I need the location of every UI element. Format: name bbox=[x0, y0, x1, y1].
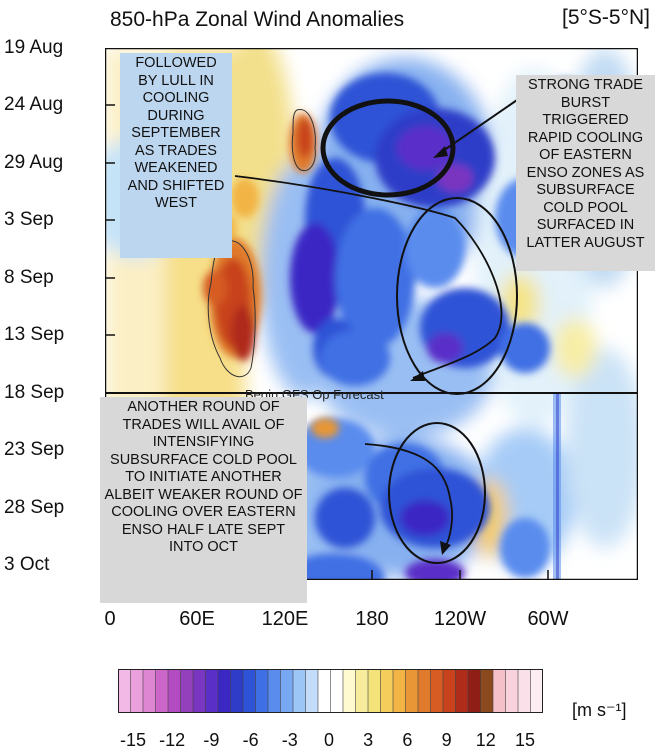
colorbar-swatch bbox=[505, 669, 519, 713]
colorbar-swatch bbox=[267, 669, 282, 713]
colorbar-swatch bbox=[180, 669, 194, 713]
colorbar-swatch bbox=[417, 669, 432, 713]
annotation-forecast: ANOTHER ROUND OF TRADES WILL AVAIL OF IN… bbox=[100, 397, 307, 603]
colorbar-swatch bbox=[380, 669, 394, 713]
x-tick-label: 60E bbox=[179, 608, 215, 630]
colorbar-swatch bbox=[355, 669, 369, 713]
colorbar-swatch bbox=[342, 669, 357, 713]
arrow-forecast bbox=[364, 443, 453, 549]
arrowhead-lull bbox=[410, 371, 425, 381]
colorbar-swatch bbox=[255, 669, 269, 713]
colorbar-swatch bbox=[367, 669, 382, 713]
colorbar-swatch bbox=[405, 669, 419, 713]
y-tick-label: 13 Sep bbox=[4, 324, 65, 345]
colorbar-tick-label: -9 bbox=[203, 730, 220, 750]
colorbar-swatch bbox=[292, 669, 307, 713]
colorbar-tick-label: 6 bbox=[402, 730, 413, 750]
colorbar-tick-label: 15 bbox=[514, 730, 536, 750]
arrowhead-forecast bbox=[440, 541, 451, 555]
colorbar-tick-label: 3 bbox=[363, 730, 374, 750]
colorbar-swatch bbox=[480, 669, 494, 713]
colorbar-swatch bbox=[442, 669, 457, 713]
colorbar-swatch bbox=[130, 669, 144, 713]
arrow-heads bbox=[410, 146, 451, 555]
colorbar-units: [m s⁻¹] bbox=[572, 700, 627, 720]
x-tick-label: 120W bbox=[433, 608, 487, 630]
forecast-trade-ellipse bbox=[388, 422, 486, 564]
annotation-drawings bbox=[234, 97, 521, 564]
chart-region: [5°S-5°N] bbox=[562, 6, 650, 29]
colorbar-swatch bbox=[167, 669, 182, 713]
colorbar-swatch bbox=[205, 669, 219, 713]
arrow-trade-burst bbox=[439, 97, 521, 154]
colorbar-swatch bbox=[217, 669, 232, 713]
x-tick-label: 0 bbox=[104, 608, 116, 630]
arrowhead-trade-burst bbox=[433, 146, 448, 158]
colorbar-swatch bbox=[455, 669, 469, 713]
y-tick-label: 8 Sep bbox=[4, 267, 54, 288]
colorbar-swatch bbox=[330, 669, 344, 713]
x-tick-label: 60W bbox=[527, 608, 569, 630]
colorbar bbox=[118, 669, 543, 713]
westerly-contours bbox=[207, 109, 316, 378]
chart-title: 850-hPa Zonal Wind Anomalies bbox=[110, 8, 405, 31]
lull-ellipse bbox=[396, 197, 518, 395]
colorbar-tick-label: -12 bbox=[159, 730, 186, 750]
colorbar-tick-label: -3 bbox=[281, 730, 298, 750]
y-tick-label: 23 Sep bbox=[4, 439, 65, 460]
y-tick-label: 19 Aug bbox=[4, 37, 64, 58]
colorbar-swatch bbox=[492, 669, 507, 713]
y-tick-label: 18 Sep bbox=[4, 382, 65, 403]
colorbar-swatch bbox=[280, 669, 294, 713]
y-tick-label: 3 Oct bbox=[4, 554, 50, 575]
colorbar-swatch bbox=[142, 669, 157, 713]
forecast-stripe-artifact bbox=[553, 393, 561, 580]
arrow-lull bbox=[234, 175, 503, 379]
colorbar-tick-label: -15 bbox=[119, 730, 147, 750]
y-tick-label: 29 Aug bbox=[4, 152, 64, 173]
x-tick-label: 180 bbox=[355, 608, 389, 630]
colorbar-tick-label: 0 bbox=[323, 730, 335, 750]
y-tick-label: 3 Sep bbox=[4, 209, 54, 230]
colorbar-swatch bbox=[467, 669, 482, 713]
colorbar-tick-label: 12 bbox=[475, 730, 496, 750]
colorbar-swatch bbox=[242, 669, 257, 713]
trade-burst-ellipse bbox=[320, 98, 456, 198]
colorbar-tick-label: 9 bbox=[441, 730, 452, 750]
colorbar-swatch bbox=[392, 669, 407, 713]
colorbar-swatch bbox=[517, 669, 532, 713]
colorbar-swatch bbox=[317, 669, 332, 713]
colorbar-frame bbox=[118, 669, 543, 713]
colorbar-swatch bbox=[530, 669, 543, 713]
y-tick-label: 24 Aug bbox=[4, 94, 64, 115]
annotation-lull: FOLLOWED BY LULL IN COOLING DURING SEPTE… bbox=[120, 53, 232, 258]
colorbar-swatch bbox=[230, 669, 244, 713]
y-tick-label: 28 Sep bbox=[4, 497, 65, 518]
x-tick-label: 120E bbox=[261, 608, 309, 630]
colorbar-swatch bbox=[305, 669, 319, 713]
colorbar-swatch bbox=[430, 669, 444, 713]
colorbar-tick-label: -6 bbox=[242, 730, 259, 750]
colorbar-swatch bbox=[155, 669, 169, 713]
annotation-trade-burst: STRONG TRADE BURST TRIGGERED RAPID COOLI… bbox=[516, 75, 655, 271]
colorbar-swatch bbox=[192, 669, 207, 713]
colorbar-swatch bbox=[118, 669, 132, 713]
